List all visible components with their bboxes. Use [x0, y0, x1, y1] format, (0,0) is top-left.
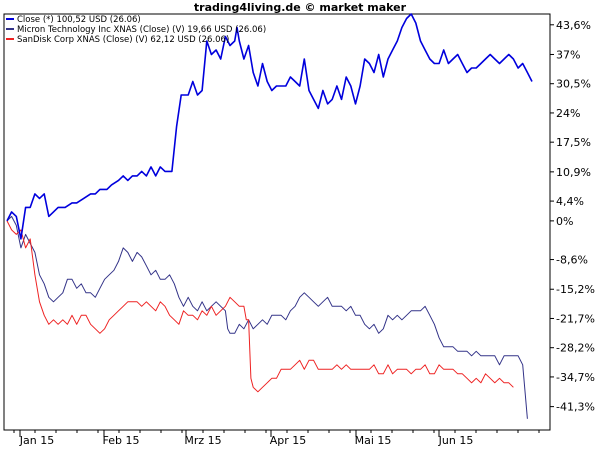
x-tick-label: Jun 15	[438, 434, 474, 447]
chart-title: trading4living.de © market maker	[194, 1, 407, 14]
x-tick-label: Mrz 15	[184, 434, 221, 447]
y-tick-label: 0%	[556, 215, 573, 228]
y-tick-label: -28,2%	[556, 342, 595, 355]
y-tick-label: -34,7%	[556, 371, 595, 384]
y-tick-label: 4,4%	[556, 195, 584, 208]
y-tick-label: -8,6%	[556, 254, 588, 267]
y-tick-label: 43,6%	[556, 19, 591, 32]
x-axis: Jan 15 Feb 15 Mrz 15 Apr 15 Mai 15 Jun 15	[13, 430, 540, 447]
x-tick-label: Mai 15	[355, 434, 392, 447]
legend-entry: SanDisk Corp XNAS (Close) (V) 62,12 USD …	[17, 35, 229, 45]
y-tick-label: 24%	[556, 107, 580, 120]
x-tick-label: Jan 15	[19, 434, 54, 447]
x-tick-label: Feb 15	[103, 434, 140, 447]
legend-entry: Micron Technology Inc XNAS (Close) (V) 1…	[17, 25, 266, 35]
series-line-0	[6, 13, 533, 240]
y-tick-label: 10,9%	[556, 166, 591, 179]
y-tick-label: 17,5%	[556, 136, 591, 149]
y-tick-label: -21,7%	[556, 312, 595, 325]
legend-entry: Close (*) 100,52 USD (26.06)	[17, 15, 141, 25]
series-layer	[6, 13, 533, 419]
y-tick-label: -41,3%	[556, 401, 595, 414]
plot-frame	[3, 13, 551, 431]
y-tick-label: 30,5%	[556, 78, 591, 91]
legend: Close (*) 100,52 USD (26.06)Micron Techn…	[6, 15, 266, 45]
y-axis: 43,6% 37% 30,5% 24% 17,5% 10,9% 4,4% 0% -8,6% -15…	[550, 19, 595, 414]
y-tick-label: 37%	[556, 48, 580, 61]
series-line-1	[6, 215, 528, 419]
plot-area	[3, 13, 551, 431]
series-line-2	[6, 220, 514, 393]
x-tick-label: Apr 15	[270, 434, 307, 447]
y-tick-label: -15,2%	[556, 283, 595, 296]
